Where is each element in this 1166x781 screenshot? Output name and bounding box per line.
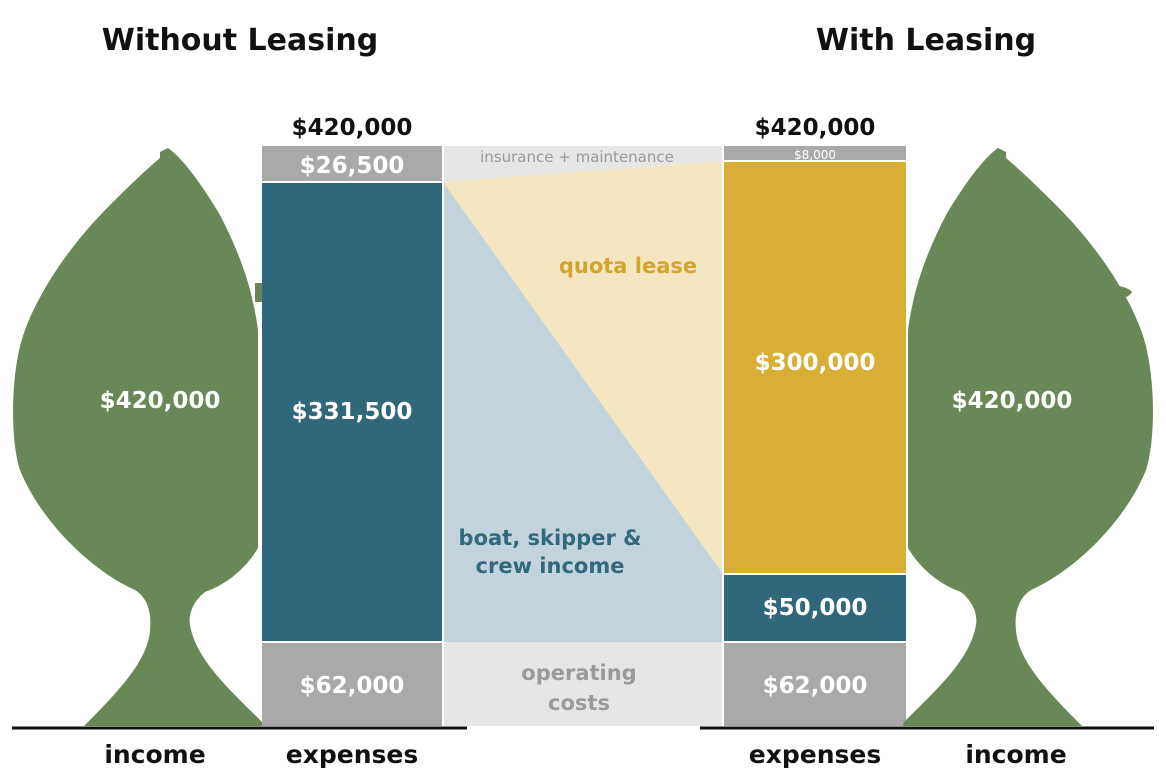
quota-lease-label: quota lease [559,254,697,278]
insurance-flow-label: insurance + maintenance [480,148,674,166]
right-income-axis-label: income [965,740,1066,769]
left-total: $420,000 [292,115,413,141]
left-operating-bar [262,642,443,726]
right-income-value: $420,000 [952,388,1073,414]
operating-costs-label-line2: costs [548,691,610,715]
left-expenses-axis-label: expenses [286,740,418,769]
operating-costs-label-line1: operating [521,661,636,685]
quota-lease-flow [443,161,723,574]
crew-income-flow [443,182,723,642]
right-operating-value: $62,000 [763,673,868,699]
right-crew-bar [723,574,906,642]
left-crew-bar [262,182,443,642]
right-operating-bar [723,642,906,726]
left-fish-icon [13,148,264,726]
title-with-leasing: With Leasing [816,23,1036,58]
left-crew-value: $331,500 [292,399,413,425]
right-total: $420,000 [755,115,876,141]
insurance-flow [443,146,723,182]
left-income-axis-label: income [104,740,205,769]
crew-income-label-line2: crew income [476,554,625,578]
left-income-value: $420,000 [100,388,221,414]
right-quota-value: $300,000 [755,350,876,376]
left-insurance-bar [262,146,443,182]
right-crew-value: $50,000 [763,595,868,621]
left-operating-value: $62,000 [300,673,405,699]
right-expenses-axis-label: expenses [749,740,881,769]
right-quota-bar [723,161,906,574]
crew-income-label-line1: boat, skipper & [459,526,642,550]
right-insurance-value: $8,000 [794,148,836,162]
right-insurance-bar [723,146,906,161]
right-fish-icon [903,148,1153,726]
title-without-leasing: Without Leasing [102,23,379,58]
left-insurance-value: $26,500 [300,153,405,179]
operating-costs-flow [443,642,723,726]
